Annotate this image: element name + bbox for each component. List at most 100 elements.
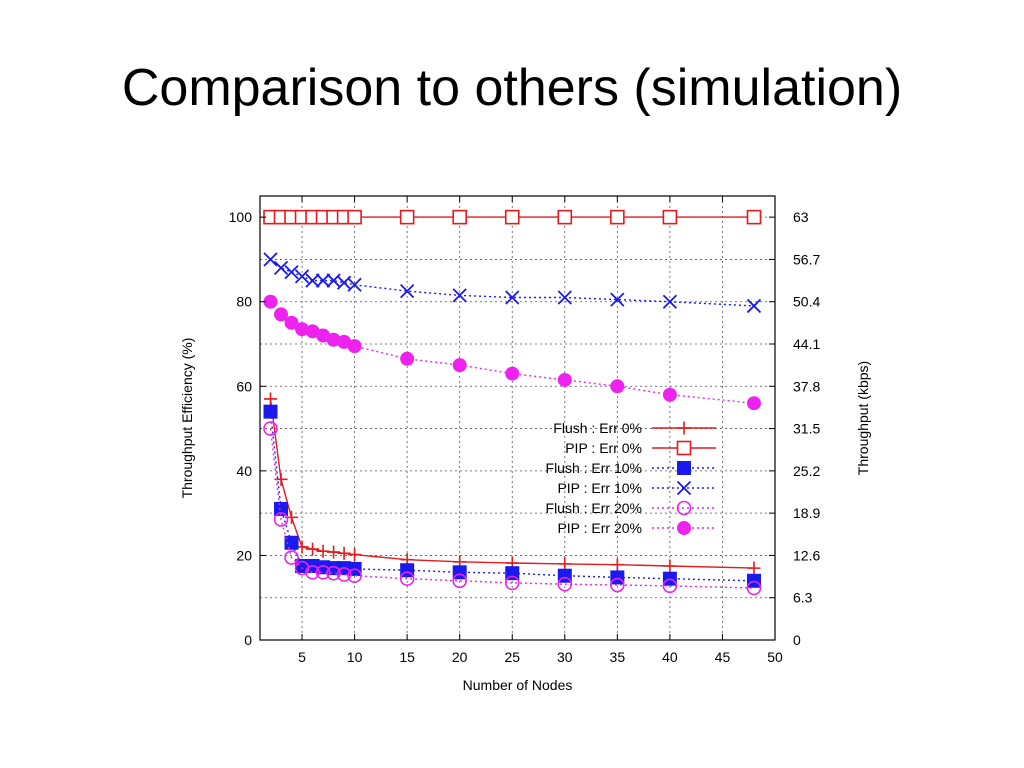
data-point	[677, 521, 691, 535]
legend-label: PIP : Err 10%	[557, 480, 642, 496]
data-point	[662, 209, 678, 225]
legend-label: Flush : Err 0%	[553, 420, 642, 436]
data-point	[676, 480, 692, 496]
data-point	[557, 372, 572, 387]
data-point	[504, 209, 520, 225]
legend-item: Flush : Err 10%	[546, 460, 716, 476]
x-tick-label: 40	[662, 649, 678, 665]
data-point	[746, 396, 761, 411]
data-point	[452, 288, 467, 303]
y2-tick-label: 37.8	[793, 378, 820, 394]
data-point	[305, 565, 320, 580]
data-point	[558, 557, 572, 571]
data-point	[746, 209, 762, 225]
data-point	[337, 546, 351, 560]
legend-item: PIP : Err 0%	[565, 440, 716, 456]
y2-tick-label: 0	[793, 632, 801, 648]
y-tick-label: 100	[229, 209, 253, 225]
data-point	[662, 387, 677, 402]
data-point	[284, 535, 299, 550]
series-line	[270, 258, 755, 307]
data-point	[746, 298, 762, 314]
y-tick-label: 0	[244, 632, 252, 648]
data-point	[305, 273, 320, 288]
legend-item: PIP : Err 10%	[557, 480, 716, 496]
data-point	[452, 358, 467, 373]
series-2	[263, 209, 762, 225]
data-point	[400, 284, 415, 299]
y2-tick-label: 56.7	[793, 251, 820, 267]
data-point	[662, 578, 678, 594]
x-tick-label: 45	[715, 649, 731, 665]
series-4	[263, 252, 762, 314]
slide-title: Comparison to others (simulation)	[121, 59, 903, 117]
plot-frame	[259, 195, 776, 641]
x-tick-label: 25	[504, 649, 520, 665]
data-point	[557, 576, 573, 592]
legend-label: PIP : Err 20%	[557, 520, 642, 536]
data-point	[274, 307, 289, 322]
x-tick-label: 15	[399, 649, 415, 665]
data-point	[347, 277, 362, 292]
y2-tick-label: 50.4	[793, 294, 820, 310]
data-point	[326, 565, 341, 581]
data-point	[263, 404, 278, 419]
data-point	[336, 567, 352, 582]
data-point	[610, 292, 625, 307]
data-point	[677, 461, 691, 475]
data-point	[557, 290, 572, 305]
y2-tick-label: 44.1	[793, 336, 820, 352]
legend-label: Flush : Err 20%	[546, 500, 642, 516]
x-axis-label: Number of Nodes	[463, 677, 573, 693]
legend-label: Flush : Err 10%	[546, 460, 642, 476]
data-point	[264, 392, 278, 406]
y2-axis-label: Throughput (kbps)	[855, 361, 871, 475]
y2-tick-label: 18.9	[793, 505, 820, 521]
data-point	[347, 568, 362, 584]
data-point	[284, 550, 299, 565]
x-tick-label: 20	[452, 649, 468, 665]
tick-layer: 5 10 15 20 25 30 35 40 45 50 0 20 40 60 80 100 0 6.3 12.6 1…	[229, 196, 820, 665]
x-tick-label: 35	[610, 649, 626, 665]
x-tick-label: 5	[298, 649, 306, 665]
y-axis-label: Throughput Efficiency (%)	[179, 338, 195, 499]
data-point	[315, 565, 331, 580]
data-point	[306, 542, 320, 556]
y2-tick-label: 6.3	[793, 590, 813, 606]
data-point	[610, 209, 625, 225]
data-point	[263, 421, 278, 436]
data-point	[284, 315, 299, 330]
data-point	[452, 209, 467, 225]
data-point	[294, 269, 310, 284]
legend-item: PIP : Err 20%	[557, 520, 716, 536]
legend: Flush : Err 0% PIP : Err 0% Flush : Err 10…	[546, 420, 716, 536]
data-point	[347, 209, 362, 225]
data-point	[315, 273, 331, 288]
series-5	[263, 421, 762, 596]
y-tick-label: 40	[236, 463, 252, 479]
data-point	[400, 351, 415, 366]
data-point	[274, 501, 289, 516]
y2-tick-label: 12.6	[793, 547, 820, 563]
data-point	[610, 558, 624, 572]
y-tick-label: 20	[236, 547, 252, 563]
data-point	[452, 573, 467, 589]
data-point	[399, 571, 415, 586]
series-6	[263, 294, 761, 411]
data-point	[610, 570, 625, 585]
data-point	[676, 440, 692, 456]
y2-tick-label: 63	[793, 209, 809, 225]
data-point	[747, 561, 761, 575]
legend-item: Flush : Err 20%	[546, 500, 716, 516]
y2-tick-label: 25.2	[793, 463, 820, 479]
x-tick-label: 10	[347, 649, 363, 665]
data-point	[347, 339, 362, 354]
data-point	[557, 209, 573, 225]
y-tick-label: 80	[236, 294, 252, 310]
data-point	[505, 290, 520, 305]
data-point	[676, 500, 692, 516]
data-point	[316, 544, 330, 558]
data-point	[399, 209, 415, 225]
data-point	[284, 264, 299, 280]
series-line	[269, 428, 755, 589]
